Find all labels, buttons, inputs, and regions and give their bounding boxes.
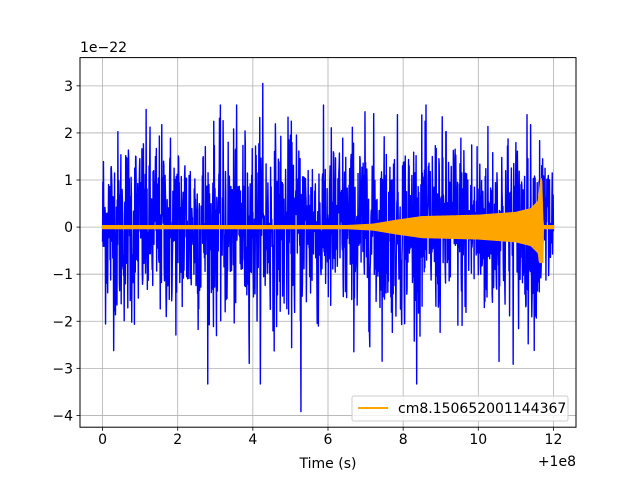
x-tick-label: 8	[399, 432, 408, 448]
y-tick-label: 1	[64, 173, 73, 189]
x-tick-label: 12	[545, 432, 563, 448]
legend-box	[351, 395, 569, 422]
x-axis: 0 2 4 6 8 10 12	[98, 427, 562, 448]
x-tick-label: 4	[248, 432, 257, 448]
y-tick-label: 0	[64, 220, 73, 236]
y-tick-label: −3	[52, 361, 73, 377]
series-chirp-line	[101, 177, 555, 264]
series-noise-line	[101, 82, 555, 413]
x-tick-label: 6	[324, 432, 333, 448]
y-tick-label: −1	[52, 267, 73, 283]
y-axis: 3 2 1 0 −1 −2 −3 −4	[52, 79, 80, 424]
y-tick-label: −2	[52, 314, 73, 330]
x-tick-label: 0	[98, 432, 107, 448]
legend: cm8.150652001144367	[351, 395, 569, 422]
y-tick-label: 2	[64, 126, 73, 142]
y-tick-label: −4	[52, 408, 73, 424]
y-scale-label: 1e−22	[80, 40, 127, 56]
x-tick-label: 2	[173, 432, 182, 448]
legend-label: cm8.150652001144367	[398, 401, 566, 417]
x-axis-label: Time (s)	[299, 456, 357, 472]
y-tick-label: 3	[64, 79, 73, 95]
x-offset-label: +1e8	[538, 454, 576, 470]
x-tick-label: 10	[469, 432, 487, 448]
plot-area	[101, 82, 555, 413]
